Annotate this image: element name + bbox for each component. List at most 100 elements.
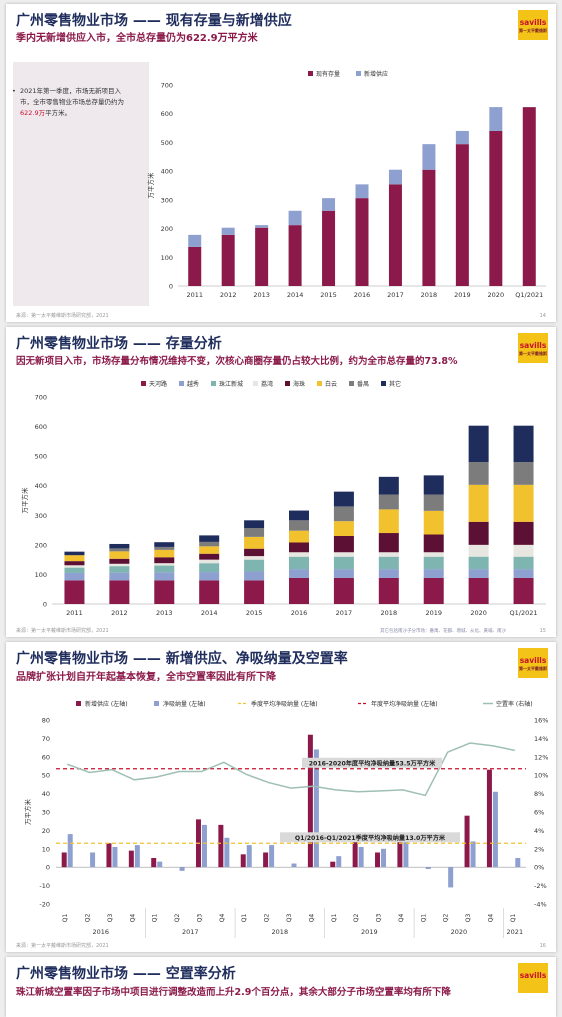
year-label: 2016 <box>92 928 109 936</box>
summary-panel <box>13 62 149 306</box>
bar-3 <box>199 559 220 564</box>
x-tick-label: Q2 <box>264 914 271 923</box>
bar-6 <box>378 494 399 510</box>
savills-logo: savills 第一太平戴维斯 <box>518 333 548 363</box>
x-tick-label: 2012 <box>111 609 128 617</box>
x-tick-label: 2014 <box>201 609 218 617</box>
bar-1 <box>355 184 369 199</box>
x-tick-label: 2020 <box>488 291 505 299</box>
year-label: 2018 <box>272 928 289 936</box>
y2-tick-label: 0% <box>534 864 544 872</box>
bar-net-absorption <box>492 791 498 868</box>
bar-1 <box>378 569 399 578</box>
bar-5 <box>468 484 489 522</box>
page-subtitle: 季内无新增供应入市，全市总存量仍为622.9万平方米 <box>16 33 258 44</box>
legend-label: 白云 <box>325 380 337 388</box>
bar-6 <box>244 528 265 537</box>
bar-1 <box>64 572 85 581</box>
bar-net-absorption <box>134 845 140 868</box>
y-tick-label: 600 <box>161 110 173 118</box>
y-tick-label: 300 <box>35 512 47 520</box>
y-tick-label: 400 <box>161 168 173 176</box>
y-tick-label: 0 <box>43 601 47 609</box>
legend-swatch <box>317 381 322 386</box>
bar-7 <box>378 476 399 495</box>
y2-tick-label: 8% <box>534 790 544 798</box>
bar-1 <box>422 144 436 170</box>
bar-net-absorption <box>157 861 163 868</box>
bar-7 <box>423 475 444 495</box>
y-tick-label: 700 <box>161 82 173 90</box>
bar-1 <box>388 169 402 185</box>
bar-1 <box>255 225 269 228</box>
y-axis-label: 万平方米 <box>23 799 32 826</box>
x-tick-label: 2013 <box>156 609 173 617</box>
x-tick-label: 2019 <box>454 291 471 299</box>
y-tick-label: 700 <box>35 394 47 402</box>
bar-2 <box>244 559 265 572</box>
y2-tick-label: 14% <box>534 735 548 743</box>
bar-7 <box>154 542 175 547</box>
bar-7 <box>109 543 130 549</box>
y-tick-label: 50 <box>42 772 50 780</box>
y-tick-label: 80 <box>42 717 50 725</box>
bar-4 <box>154 557 175 564</box>
bar-3 <box>333 552 354 557</box>
bar-4 <box>423 534 444 553</box>
bar-net-absorption <box>201 824 207 868</box>
bar-0 <box>468 577 489 604</box>
x-tick-label: Q1/2021 <box>510 609 538 617</box>
x-tick-label: Q2 <box>85 914 92 923</box>
legend-swatch <box>211 381 216 386</box>
y-tick-label: 10 <box>42 845 50 853</box>
bar-1 <box>423 569 444 578</box>
bar-0 <box>221 234 235 286</box>
bar-6 <box>154 546 175 550</box>
bar-7 <box>289 510 309 521</box>
bar-3 <box>289 552 309 557</box>
x-tick-label: Q3 <box>376 914 383 923</box>
legend-label: 越秀 <box>187 380 199 388</box>
y-axis-label: 万平方米 <box>146 172 155 199</box>
annotation-box <box>302 757 442 768</box>
x-tick-label: Q4 <box>487 914 494 923</box>
year-label: 2020 <box>451 928 468 936</box>
bar-4 <box>513 521 534 545</box>
bar-4 <box>244 548 265 557</box>
bar-new-supply <box>375 852 381 868</box>
source-footnote: 来源：第一太平戴维斯市场研究部，2021 <box>16 313 109 319</box>
bar-net-absorption <box>90 852 96 868</box>
y-tick-label: 600 <box>35 423 47 431</box>
bar-new-supply <box>352 841 358 868</box>
bar-0 <box>322 210 336 286</box>
year-label: 2021 <box>507 928 524 936</box>
page-subtitle: 珠江新城空置率因子市场中项目进行调整改造而上升2.9个百分点，其余大部分子市场空… <box>16 987 451 998</box>
bar-2 <box>64 567 85 573</box>
bar-new-supply <box>106 843 112 868</box>
bar-1 <box>289 569 309 578</box>
y-tick-label: 0 <box>169 283 173 291</box>
bar-net-absorption <box>336 856 342 868</box>
bar-net-absorption <box>515 858 521 868</box>
legend-label: 其它 <box>389 380 401 388</box>
bar-new-supply <box>464 815 470 868</box>
bar-1 <box>221 227 235 235</box>
bar-net-absorption <box>224 837 230 868</box>
x-tick-label: 2019 <box>425 609 442 617</box>
bar-net-absorption <box>179 867 185 871</box>
bar-1 <box>489 107 503 131</box>
y-tick-label: 200 <box>35 541 47 549</box>
page-subtitle: 因无新项目入市，市场存量分布情况维持不变，次核心商圈存量仍占较大比例，约为全市总… <box>16 356 458 367</box>
bar-4 <box>468 521 489 545</box>
bar-0 <box>333 577 354 604</box>
x-tick-label: Q1 <box>331 914 338 923</box>
y-tick-label: 500 <box>35 453 47 461</box>
legend-swatch <box>285 381 290 386</box>
page-title: 广州零售物业市场 —— 空置率分析 <box>16 966 236 982</box>
bar-3 <box>64 565 85 568</box>
bar-new-supply <box>61 852 67 868</box>
bar-5 <box>378 509 399 534</box>
x-tick-label: 2015 <box>320 291 337 299</box>
bar-1 <box>199 572 220 581</box>
source-footnote: 来源：第一太平戴维斯市场研究部，2021 <box>16 628 109 634</box>
